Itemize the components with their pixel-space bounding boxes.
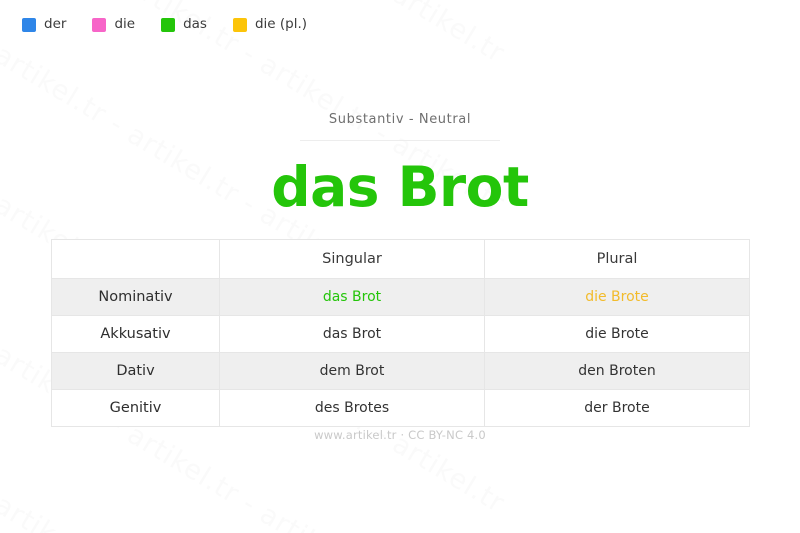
table-row: Akkusativ das Brot die Brote [51, 315, 750, 353]
legend-item-label: das [183, 16, 207, 33]
card-header: Substantiv - Neutral das Brot [0, 112, 800, 220]
page-title: das Brot [271, 155, 529, 220]
color-swatch-pink-icon [92, 18, 107, 32]
column-header-plural: Plural [484, 239, 750, 279]
declension-table: Singular Plural Nominativ das Brot die Bro… [51, 239, 750, 427]
singular-form-cell: das Brot [219, 315, 485, 353]
singular-form-cell: des Brotes [219, 389, 485, 427]
case-label-cell: Akkusativ [51, 315, 220, 353]
footer-attribution: www.artikel.tr · CC BY-NC 4.0 [314, 428, 486, 442]
singular-form-cell: dem Brot [219, 352, 485, 390]
legend-item-label: die (pl.) [254, 16, 308, 33]
plural-form-cell: der Brote [484, 389, 750, 427]
article-color-legend: der die das die (pl.) [22, 18, 333, 32]
color-swatch-green-icon [161, 18, 176, 32]
word-type-subtitle: Substantiv - Neutral [328, 112, 472, 127]
singular-form-cell: das Brot [219, 278, 485, 316]
table-row: Nominativ das Brot die Brote [51, 278, 750, 316]
declension-table-head: Singular Plural [51, 239, 750, 279]
column-header-case [51, 239, 220, 279]
plural-form-cell: die Brote [484, 315, 750, 353]
plural-form-cell: den Broten [484, 352, 750, 390]
case-label-cell: Dativ [51, 352, 220, 390]
color-swatch-blue-icon [22, 18, 36, 32]
table-row: Genitiv des Brotes der Brote [51, 389, 750, 427]
legend-item-diepl-plural: die (pl.) [232, 16, 308, 33]
plural-form-cell: die Brote [484, 278, 750, 316]
case-label-cell: Nominativ [51, 278, 220, 316]
legend-item-die: die [92, 18, 135, 32]
column-header-singular: Singular [219, 239, 485, 279]
table-header-row: Singular Plural [51, 239, 750, 279]
declension-table-body: Nominativ das Brot die Brote Akkusativ das B… [51, 278, 750, 427]
legend-item-das: das [161, 18, 207, 32]
color-swatch-yellow-icon [232, 18, 247, 32]
legend-item-label: der [44, 16, 67, 33]
legend-item-label: die [114, 16, 136, 33]
case-label-cell: Genitiv [51, 389, 220, 427]
table-row: Dativ dem Brot den Broten [51, 352, 750, 390]
legend-item-der: der [22, 18, 66, 32]
header-divider [300, 140, 500, 142]
